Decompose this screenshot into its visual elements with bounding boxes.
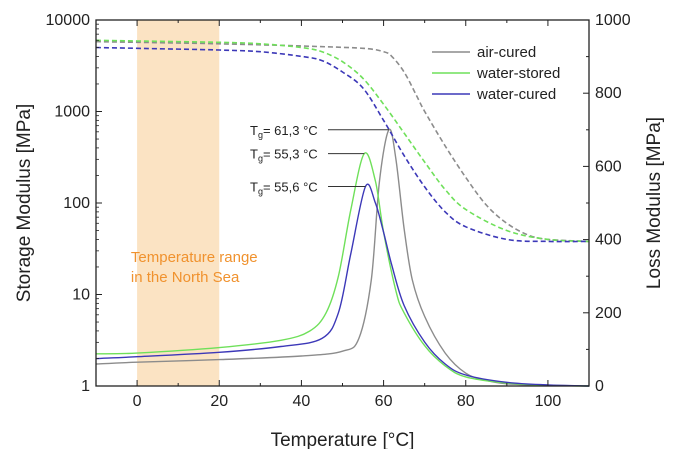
storage-modulus-line-air-cured	[95, 40, 590, 243]
tg-subscript: g	[258, 130, 263, 140]
tg-symbol: T	[250, 123, 258, 138]
highlight-band-layer: Temperature range in the North Sea	[131, 20, 258, 386]
x-tick-label: 100	[535, 393, 562, 410]
x-tick-label: 20	[210, 393, 228, 410]
tg-annotation: Tg= 55,3 °C	[250, 147, 318, 164]
tg-value: = 61,3 °C	[263, 123, 318, 138]
band-label-line: Temperature range	[131, 249, 258, 266]
y-right-tick-label: 400	[595, 232, 622, 249]
tg-annotation: Tg= 61,3 °C	[250, 123, 318, 140]
legend: air-cured water-stored water-cured	[432, 44, 560, 103]
y-left-tick-label: 1	[81, 378, 90, 395]
tg-symbol: T	[250, 147, 258, 162]
x-axis-title: Temperature [°C]	[271, 430, 415, 449]
y-left-tick-label: 10	[72, 287, 90, 304]
y-right-tick-label: 600	[595, 158, 622, 175]
annotation-layer: Tg= 61,3 °CTg= 55,3 °CTg= 55,6 °C	[250, 123, 389, 197]
y-left-tick-label: 10000	[46, 12, 91, 29]
x-tick-label: 80	[457, 393, 475, 410]
tg-value: = 55,3 °C	[263, 147, 318, 162]
y-axis-right-title: Loss Modulus [MPa]	[644, 117, 665, 289]
y-axis-left-title: Storage Modulus [MPa]	[14, 104, 35, 303]
y-left-tick-label: 1000	[54, 104, 90, 121]
y-right-tick-label: 200	[595, 305, 622, 322]
legend-label: water-cured	[476, 86, 556, 103]
temperature-band	[137, 20, 220, 386]
axis-layer: 0 20 40 60 80 100 1 10 100 1000 10000 0 200 400 600 800…	[46, 12, 631, 410]
y-right-tick-label: 1000	[595, 12, 631, 29]
series-layer	[95, 39, 590, 387]
y-right-tick-label: 800	[595, 85, 622, 102]
tg-value: = 55,6 °C	[263, 180, 318, 195]
x-tick-label: 60	[375, 393, 393, 410]
tg-subscript: g	[258, 187, 263, 197]
loss-modulus-line-water-stored	[95, 152, 590, 387]
storage-modulus-line-water-stored	[95, 39, 590, 243]
band-label-line: in the North Sea	[131, 269, 240, 286]
loss-modulus-line-water-cured	[95, 183, 590, 387]
x-tick-label: 0	[133, 393, 142, 410]
legend-label: water-stored	[476, 65, 560, 82]
tg-subscript: g	[258, 154, 263, 164]
x-tick-label: 40	[293, 393, 311, 410]
tg-annotation: Tg= 55,6 °C	[250, 180, 318, 197]
tg-symbol: T	[250, 180, 258, 195]
y-left-tick-label: 100	[63, 195, 90, 212]
storage-modulus-line-water-cured	[95, 46, 590, 243]
legend-label: air-cured	[477, 44, 536, 61]
y-right-tick-label: 0	[595, 378, 604, 395]
